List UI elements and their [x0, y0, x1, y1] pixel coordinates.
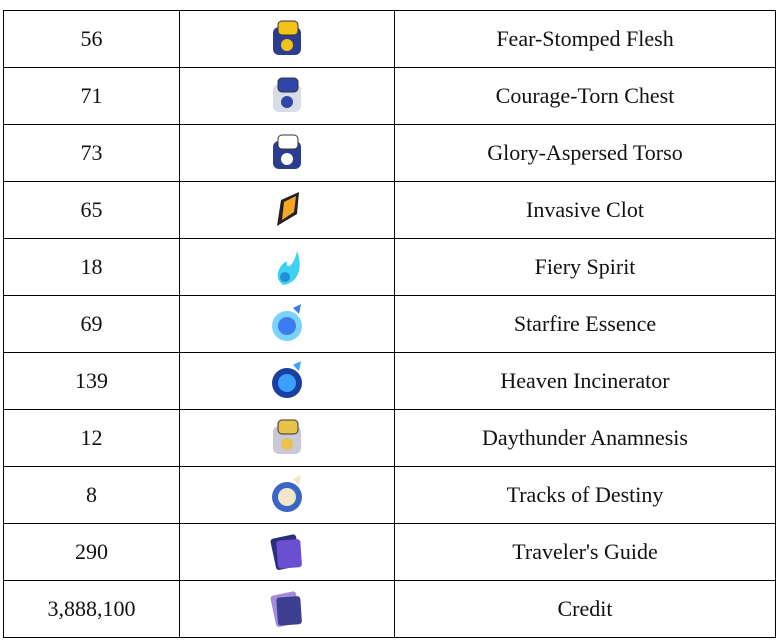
quantity: 139 — [3, 352, 180, 410]
icon-cell — [179, 352, 395, 410]
icon-cell — [179, 181, 395, 239]
item-icon — [273, 419, 301, 454]
item-icon — [277, 251, 300, 285]
item-icon — [272, 304, 302, 341]
item-name: Tracks of Destiny — [394, 466, 776, 524]
icon-shape — [293, 475, 301, 485]
item-icon — [272, 361, 302, 398]
item-icon — [272, 475, 302, 512]
item-icon — [273, 77, 301, 112]
item-icon — [270, 534, 302, 571]
table-row: 139 Heaven Incinerator — [3, 352, 776, 410]
item-name: Traveler's Guide — [394, 523, 776, 581]
icon-shape — [278, 317, 296, 335]
table-row: 73 Glory-Aspersed Torso — [3, 124, 776, 182]
item-icon — [270, 591, 302, 628]
table-row: 71 Courage-Torn Chest — [3, 67, 776, 125]
quantity: 69 — [3, 295, 180, 353]
icon-cell — [179, 67, 395, 125]
table-row: 290 Traveler's Guide — [3, 523, 776, 581]
item-name: Credit — [394, 580, 776, 638]
table-row: 69 Starfire Essence — [3, 295, 776, 353]
icon-shape — [280, 272, 290, 282]
icon-shape — [277, 419, 299, 435]
icon-shape — [281, 153, 293, 165]
item-name: Invasive Clot — [394, 181, 776, 239]
icon-shape — [276, 596, 302, 626]
icon-shape — [281, 438, 293, 450]
quantity: 3,888,100 — [3, 580, 180, 638]
quantity: 56 — [3, 10, 180, 68]
item-table: 56 Fear-Stomped Flesh 71 Courage-Torn Chest… — [3, 10, 776, 638]
icon-shape — [277, 134, 299, 150]
quantity: 71 — [3, 67, 180, 125]
item-icon — [277, 192, 299, 226]
icon-shape — [278, 488, 296, 506]
table-row: 56 Fear-Stomped Flesh — [3, 10, 776, 68]
item-name: Starfire Essence — [394, 295, 776, 353]
icon-shape — [281, 96, 293, 108]
quantity: 290 — [3, 523, 180, 581]
item-name: Heaven Incinerator — [394, 352, 776, 410]
item-name: Fiery Spirit — [394, 238, 776, 296]
icon-shape — [277, 77, 299, 93]
table-row: 65 Invasive Clot — [3, 181, 776, 239]
icon-shape — [277, 20, 299, 36]
icon-cell — [179, 10, 395, 68]
icon-shape — [282, 196, 296, 220]
item-name: Daythunder Anamnesis — [394, 409, 776, 467]
icon-cell — [179, 409, 395, 467]
icon-cell — [179, 238, 395, 296]
table-row: 12 Daythunder Anamnesis — [3, 409, 776, 467]
icon-shape — [293, 304, 301, 314]
table-row: 18 Fiery Spirit — [3, 238, 776, 296]
quantity: 12 — [3, 409, 180, 467]
item-icon — [273, 20, 301, 55]
icon-shape — [281, 39, 293, 51]
quantity: 18 — [3, 238, 180, 296]
table-body: 56 Fear-Stomped Flesh 71 Courage-Torn Chest… — [3, 10, 776, 638]
icon-shape — [293, 361, 301, 371]
icon-cell — [179, 295, 395, 353]
item-name: Courage-Torn Chest — [394, 67, 776, 125]
icon-shape — [278, 374, 296, 392]
table-row: 8 Tracks of Destiny — [3, 466, 776, 524]
icon-cell — [179, 466, 395, 524]
icon-cell — [179, 523, 395, 581]
table-row: 3,888,100 Credit — [3, 580, 776, 638]
icon-shape — [276, 539, 302, 569]
icon-cell — [179, 124, 395, 182]
icon-cell — [179, 580, 395, 638]
quantity: 65 — [3, 181, 180, 239]
item-name: Fear-Stomped Flesh — [394, 10, 776, 68]
item-name: Glory-Aspersed Torso — [394, 124, 776, 182]
quantity: 8 — [3, 466, 180, 524]
quantity: 73 — [3, 124, 180, 182]
item-icon — [273, 134, 301, 169]
